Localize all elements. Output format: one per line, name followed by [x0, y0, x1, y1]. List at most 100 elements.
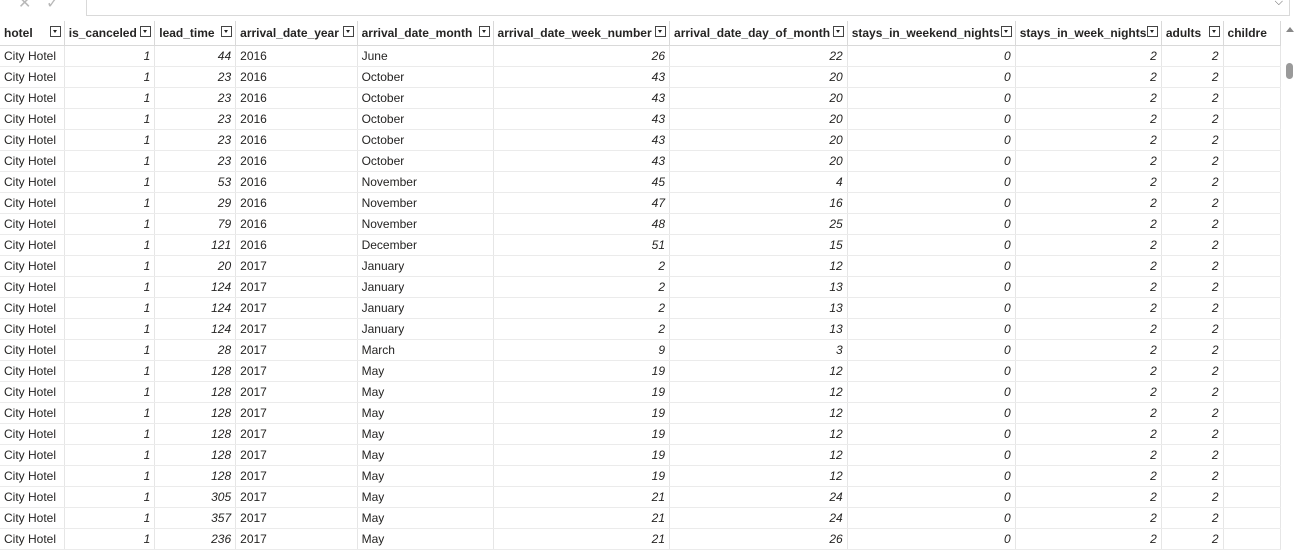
cell-arrival-date-month[interactable]: January — [357, 255, 494, 277]
cell-stays-in-week-nights[interactable]: 2 — [1015, 360, 1162, 382]
cell-stays-in-weekend-nights[interactable]: 0 — [847, 339, 1016, 361]
cell-children[interactable] — [1223, 507, 1281, 529]
cell-arrival-date-week-number[interactable]: 21 — [493, 528, 671, 550]
cell-arrival-date-year[interactable]: 2017 — [235, 318, 358, 340]
cell-lead-time[interactable]: 124 — [154, 297, 237, 319]
cell-arrival-date-month[interactable]: January — [357, 297, 494, 319]
cell-stays-in-weekend-nights[interactable]: 0 — [847, 45, 1016, 67]
cell-lead-time[interactable]: 23 — [154, 108, 237, 130]
cell-hotel[interactable]: City Hotel — [0, 150, 65, 172]
cell-lead-time[interactable]: 236 — [154, 528, 237, 550]
cell-children[interactable] — [1223, 339, 1281, 361]
chevron-down-icon[interactable]: ⌵ — [1274, 0, 1283, 8]
column-header-stays-in-weekend-nights[interactable]: stays_in_weekend_nights — [847, 21, 1016, 46]
cell-adults[interactable]: 2 — [1161, 234, 1224, 256]
filter-dropdown-icon[interactable] — [49, 26, 61, 37]
cell-adults[interactable]: 2 — [1161, 297, 1224, 319]
cell-lead-time[interactable]: 128 — [154, 465, 237, 487]
cell-adults[interactable]: 2 — [1161, 465, 1224, 487]
column-header-stays-in-week-nights[interactable]: stays_in_week_nights — [1015, 21, 1162, 46]
cell-stays-in-weekend-nights[interactable]: 0 — [847, 402, 1016, 424]
cell-arrival-date-year[interactable]: 2017 — [235, 465, 358, 487]
cell-hotel[interactable]: City Hotel — [0, 339, 65, 361]
cell-hotel[interactable]: City Hotel — [0, 87, 65, 109]
table-row[interactable]: City Hotel 1 128 2017 May 19 12 0 2 2 — [0, 381, 1281, 403]
cell-is-canceled[interactable]: 1 — [64, 171, 156, 193]
cell-stays-in-week-nights[interactable]: 2 — [1015, 423, 1162, 445]
cell-arrival-date-day-of-month[interactable]: 13 — [669, 297, 848, 319]
cell-lead-time[interactable]: 121 — [154, 234, 237, 256]
cell-arrival-date-week-number[interactable]: 19 — [493, 402, 671, 424]
cell-lead-time[interactable]: 128 — [154, 402, 237, 424]
cell-hotel[interactable]: City Hotel — [0, 213, 65, 235]
cell-lead-time[interactable]: 357 — [154, 507, 237, 529]
cell-hotel[interactable]: City Hotel — [0, 192, 65, 214]
cell-arrival-date-week-number[interactable]: 19 — [493, 423, 671, 445]
cell-arrival-date-day-of-month[interactable]: 12 — [669, 360, 848, 382]
cell-is-canceled[interactable]: 1 — [64, 465, 156, 487]
cell-lead-time[interactable]: 53 — [154, 171, 237, 193]
cell-is-canceled[interactable]: 1 — [64, 108, 156, 130]
cell-lead-time[interactable]: 23 — [154, 87, 237, 109]
cell-hotel[interactable]: City Hotel — [0, 234, 65, 256]
scroll-up-icon[interactable] — [1286, 27, 1294, 32]
cell-children[interactable] — [1223, 318, 1281, 340]
cell-adults[interactable]: 2 — [1161, 318, 1224, 340]
cell-is-canceled[interactable]: 1 — [64, 507, 156, 529]
cell-arrival-date-month[interactable]: May — [357, 507, 494, 529]
table-row[interactable]: City Hotel 1 23 2016 October 43 20 0 2 2 — [0, 150, 1281, 172]
cell-children[interactable] — [1223, 213, 1281, 235]
cell-arrival-date-week-number[interactable]: 43 — [493, 150, 671, 172]
cell-arrival-date-week-number[interactable]: 48 — [493, 213, 671, 235]
cell-arrival-date-month[interactable]: May — [357, 402, 494, 424]
filter-dropdown-icon[interactable] — [655, 26, 667, 37]
cell-stays-in-week-nights[interactable]: 2 — [1015, 402, 1162, 424]
cell-children[interactable] — [1223, 192, 1281, 214]
cell-children[interactable] — [1223, 486, 1281, 508]
cell-hotel[interactable]: City Hotel — [0, 486, 65, 508]
column-header-hotel[interactable]: hotel — [0, 21, 65, 46]
cell-arrival-date-week-number[interactable]: 2 — [493, 318, 671, 340]
cell-arrival-date-day-of-month[interactable]: 12 — [669, 381, 848, 403]
cell-arrival-date-week-number[interactable]: 9 — [493, 339, 671, 361]
table-row[interactable]: City Hotel 1 79 2016 November 48 25 0 2 2 — [0, 213, 1281, 235]
close-icon[interactable]: ✕ — [18, 0, 32, 12]
column-header-arrival-date-week-number[interactable]: arrival_date_week_number — [493, 21, 671, 46]
cell-stays-in-weekend-nights[interactable]: 0 — [847, 171, 1016, 193]
table-row[interactable]: City Hotel 1 357 2017 May 21 24 0 2 2 — [0, 507, 1281, 529]
cell-adults[interactable]: 2 — [1161, 255, 1224, 277]
cell-arrival-date-year[interactable]: 2016 — [235, 150, 358, 172]
cell-lead-time[interactable]: 79 — [154, 213, 237, 235]
cell-arrival-date-week-number[interactable]: 21 — [493, 507, 671, 529]
cell-hotel[interactable]: City Hotel — [0, 45, 65, 67]
cell-children[interactable] — [1223, 150, 1281, 172]
cell-hotel[interactable]: City Hotel — [0, 255, 65, 277]
cell-adults[interactable]: 2 — [1161, 108, 1224, 130]
column-header-adults[interactable]: adults — [1161, 21, 1224, 46]
cell-is-canceled[interactable]: 1 — [64, 528, 156, 550]
cell-arrival-date-year[interactable]: 2016 — [235, 171, 358, 193]
cell-stays-in-week-nights[interactable]: 2 — [1015, 192, 1162, 214]
filter-dropdown-icon[interactable] — [1000, 26, 1012, 37]
cell-arrival-date-month[interactable]: November — [357, 192, 494, 214]
cell-adults[interactable]: 2 — [1161, 507, 1224, 529]
table-row[interactable]: City Hotel 1 124 2017 January 2 13 0 2 2 — [0, 297, 1281, 319]
cell-hotel[interactable]: City Hotel — [0, 360, 65, 382]
cell-stays-in-weekend-nights[interactable]: 0 — [847, 444, 1016, 466]
cell-is-canceled[interactable]: 1 — [64, 150, 156, 172]
cell-arrival-date-year[interactable]: 2017 — [235, 402, 358, 424]
cell-stays-in-weekend-nights[interactable]: 0 — [847, 213, 1016, 235]
cell-arrival-date-week-number[interactable]: 19 — [493, 360, 671, 382]
cell-arrival-date-year[interactable]: 2017 — [235, 486, 358, 508]
cell-stays-in-weekend-nights[interactable]: 0 — [847, 423, 1016, 445]
cell-arrival-date-year[interactable]: 2016 — [235, 192, 358, 214]
cell-arrival-date-month[interactable]: January — [357, 318, 494, 340]
cell-arrival-date-day-of-month[interactable]: 13 — [669, 276, 848, 298]
filter-dropdown-icon[interactable] — [1208, 26, 1220, 37]
cell-arrival-date-day-of-month[interactable]: 12 — [669, 255, 848, 277]
cell-stays-in-week-nights[interactable]: 2 — [1015, 108, 1162, 130]
cell-is-canceled[interactable]: 1 — [64, 423, 156, 445]
cell-stays-in-weekend-nights[interactable]: 0 — [847, 108, 1016, 130]
cell-children[interactable] — [1223, 297, 1281, 319]
cell-stays-in-week-nights[interactable]: 2 — [1015, 66, 1162, 88]
